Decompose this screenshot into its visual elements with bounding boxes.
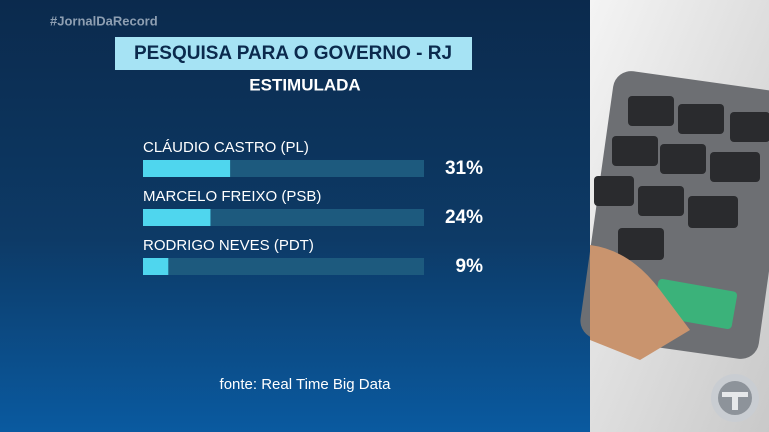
hashtag: #JornalDaRecord [50, 13, 158, 28]
category-label: CLÁUDIO CASTRO (PL) [143, 139, 309, 156]
value-label: 9% [456, 256, 484, 277]
chart-title: PESQUISA PARA O GOVERNO - RJ [134, 43, 452, 64]
source: fonte: Real Time Big Data [220, 376, 392, 393]
hand [590, 245, 690, 360]
chart-subtitle: ESTIMULADA [249, 75, 360, 94]
bar-track [143, 209, 424, 226]
value-label: 24% [445, 207, 483, 228]
category-label: RODRIGO NEVES (PDT) [143, 237, 314, 254]
title-box [115, 37, 472, 70]
channel-logo [711, 374, 759, 422]
bar [143, 160, 231, 177]
keys [594, 96, 769, 260]
value-label: 31% [445, 158, 483, 179]
bar [143, 209, 211, 226]
bar-track [143, 258, 424, 275]
bar [143, 258, 169, 275]
voting-machine [580, 71, 769, 360]
category-label: MARCELO FREIXO (PSB) [143, 188, 321, 205]
